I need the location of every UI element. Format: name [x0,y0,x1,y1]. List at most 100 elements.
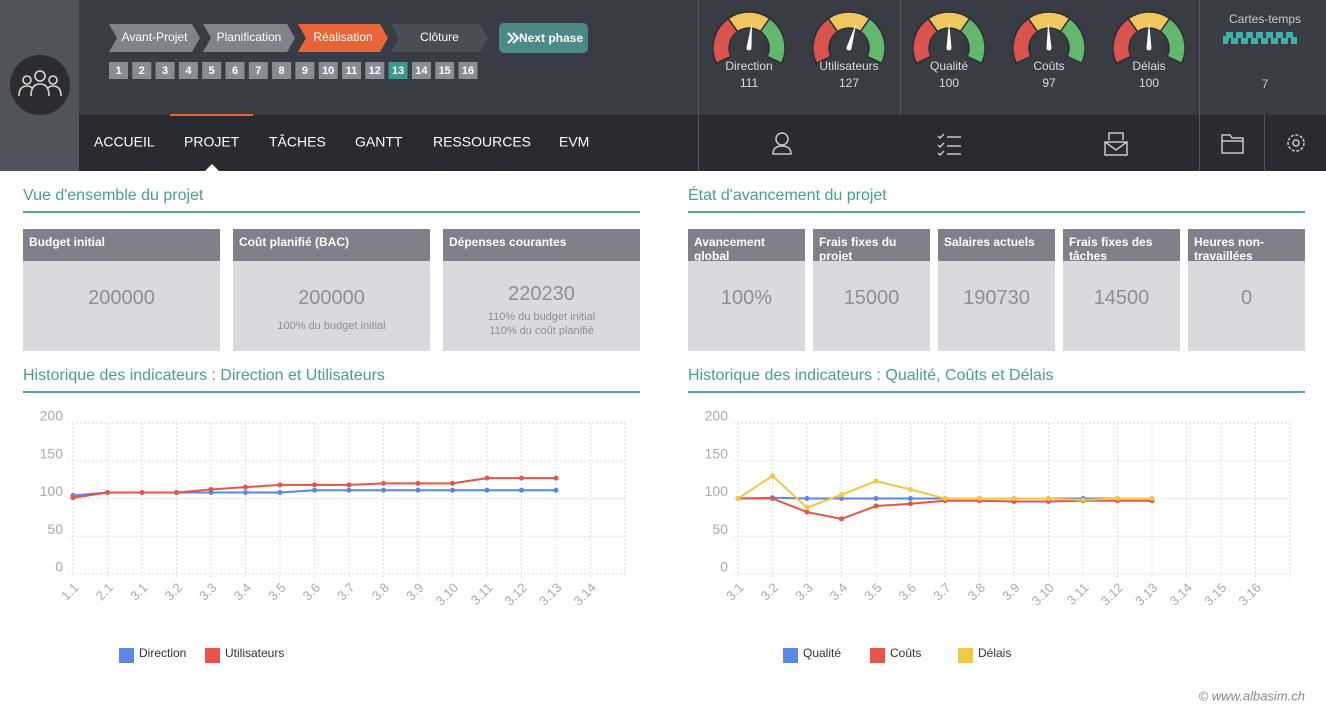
x-tick-label: 3.16 [1236,580,1265,609]
x-tick-label: 3.9 [403,580,426,603]
data-point [839,516,844,522]
card-value: 200000 [88,287,155,309]
legend-swatch [783,648,798,663]
x-tick-label: 3.1 [127,580,150,603]
data-point [381,480,386,486]
x-tick-label: 3.2 [162,580,185,603]
data-point [174,489,179,495]
copyright: © www.albasim.ch [1199,688,1305,703]
legend-label: Direction [139,646,186,660]
x-tick-label: 3.15 [1201,580,1230,609]
data-point [519,487,524,493]
y-tick-label: 0 [55,559,63,575]
y-tick-label: 150 [705,445,729,461]
card-value: 14500 [1093,287,1150,309]
nav-item[interactable]: EVM [559,134,589,150]
data-point [519,475,524,481]
legend-label: Coûts [890,646,921,660]
step-number: 9 [302,65,308,77]
card-note: 110% du coût planifié [489,325,594,337]
step-number: 15 [439,65,451,77]
data-point [873,478,879,484]
step-number: 8 [279,65,285,77]
y-tick-label: 200 [705,408,729,424]
nav-item[interactable]: PROJET [184,134,240,150]
y-tick-label: 200 [40,408,64,424]
nav-item[interactable]: TÂCHES [269,134,326,150]
phase-label: Clôture [420,30,459,44]
x-tick-label: 3.12 [502,580,531,609]
data-point [908,501,913,507]
x-tick-label: 3.13 [1132,580,1161,609]
card-note: 110% du budget initial [487,311,596,323]
data-point [415,487,421,493]
legend-label: Délais [978,646,1011,660]
gauge-needle [746,22,752,49]
gauge-hub [946,45,952,51]
timesheet-value: 7 [1262,77,1269,91]
data-point [770,496,775,501]
card-label: Frais fixes du projet [813,229,930,261]
x-tick-label: 1.1 [58,580,81,603]
step-box [202,62,222,79]
step-box [178,62,198,79]
gauge-value: 100 [1139,76,1159,90]
data-point [553,475,559,481]
legend-swatch [119,648,134,663]
x-tick-label: 3.11 [468,580,496,608]
kpi-card: Frais fixes des tâches 14500 [1063,229,1180,351]
y-tick-label: 150 [40,445,64,461]
card-label: Salaires actuels [938,229,1055,261]
section-title: Historique des indicateurs : Qualité, Co… [688,367,1054,384]
x-tick-label: 3.3 [196,580,219,603]
x-tick-label: 3.14 [571,580,600,609]
y-tick-label: 50 [712,521,728,537]
x-tick-label: 3.2 [758,580,781,603]
section-title: Historique des indicateurs : Direction e… [23,367,385,384]
data-point [1011,496,1017,501]
x-tick-label: 3.5 [265,580,288,603]
separators [698,0,1265,171]
x-tick-label: 2.1 [93,580,116,603]
step-number: 6 [232,65,238,77]
section-title: État d'avancement du projet [688,185,887,204]
kpi-card: Avancement global 100% [688,229,805,351]
step-box [272,62,292,79]
gauge-value: 111 [740,76,759,90]
card-value: 200000 [298,287,365,309]
gauge-needle [946,22,952,48]
nav-item[interactable]: ACCUEIL [94,134,155,150]
data-point [770,473,775,479]
kpi-card: Coût planifié (BAC) 200000 100% du budget … [233,229,430,351]
x-tick-label: 3.10 [1029,580,1058,609]
step-number: 1 [115,65,121,77]
x-tick-label: 3.4 [827,580,850,603]
data-point [553,487,559,493]
gauge-value: 97 [1042,76,1056,90]
gauge-value: 100 [939,76,959,90]
data-point [1080,497,1086,503]
section-title: Vue d'ensemble du projet [23,187,204,204]
step-number: 12 [369,65,381,77]
card-value: 190730 [963,287,1030,309]
x-tick-label: 3.8 [369,580,392,603]
data-point [804,505,810,511]
step-box [388,62,408,79]
data-point [450,487,455,493]
nav-item[interactable]: RESSOURCES [433,134,531,150]
data-point [1046,496,1051,501]
data-point [804,496,810,501]
data-point [139,489,145,495]
kpi-card: Budget initial 200000 [23,229,220,351]
next-phase-button[interactable] [499,23,588,53]
data-point [804,509,810,515]
step-number: 13 [392,65,404,77]
data-point [346,482,352,488]
nav-icons [772,132,1305,157]
data-point [873,503,879,509]
nav-item[interactable]: GANTT [355,134,403,150]
step-number: 3 [162,65,168,77]
data-point [908,496,913,501]
gauge-hub [1046,45,1052,51]
